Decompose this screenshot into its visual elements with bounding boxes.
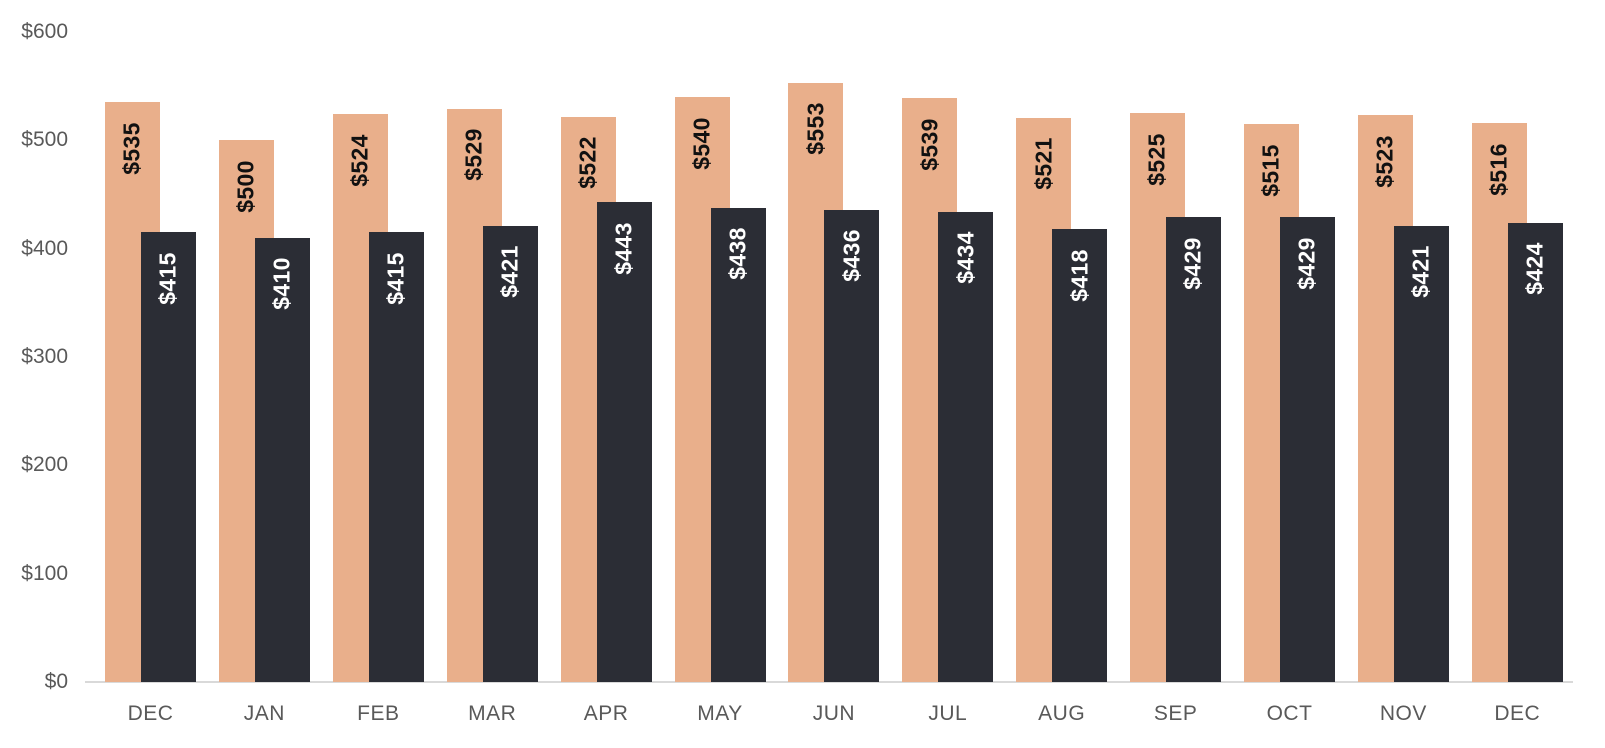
x-axis-category-label: NOV (1379, 702, 1427, 725)
bar-dark-series-9-sep (1166, 217, 1222, 682)
y-axis-tick-label: $600 (21, 20, 68, 43)
bar-dark-series-10-oct (1280, 217, 1335, 682)
bar-dark-series-5-may (710, 207, 766, 682)
bar-dark-series-2-feb (368, 232, 424, 682)
bar-dark-series-4-apr (596, 202, 652, 682)
x-axis-category-label: APR (583, 702, 629, 725)
y-axis-tick-label: $200 (21, 453, 68, 477)
bar-dark-series-7-jul (938, 211, 994, 682)
bar-dark-series-12-dec (1507, 222, 1563, 682)
y-axis-tick-label: $400 (21, 236, 68, 260)
bar-dark-series-11-nov (1393, 225, 1449, 682)
x-axis-category-label: MAY (697, 702, 743, 725)
y-axis-tick-label: $500 (21, 128, 68, 152)
x-axis-category-label: JAN (243, 702, 285, 725)
y-axis-tick-label: $0 (44, 670, 68, 693)
x-axis-category-label: SEP (1153, 702, 1198, 725)
y-axis-tick-label: $300 (21, 345, 68, 368)
x-axis-baseline (85, 681, 1573, 683)
bar-dark-series-1-jan (254, 237, 310, 682)
x-axis-category-label: DEC (127, 702, 174, 725)
x-axis-category-label: MAR (468, 702, 517, 725)
y-axis-tick-label: $100 (21, 561, 68, 585)
bar-dark-series-8-aug (1052, 229, 1108, 682)
bar-dark-series-3-mar (482, 225, 538, 682)
x-axis-category-label: OCT (1266, 702, 1313, 725)
x-axis-category-label: AUG (1038, 702, 1086, 725)
x-axis-category-label: FEB (357, 702, 400, 725)
x-axis-category-label: JUL (928, 702, 968, 725)
x-axis-category-label: JUN (812, 702, 856, 725)
bar-dark-series-0-dec (141, 232, 196, 682)
x-axis-category-label: DEC (1494, 702, 1541, 725)
bar-dark-series-6-jun (824, 209, 880, 682)
